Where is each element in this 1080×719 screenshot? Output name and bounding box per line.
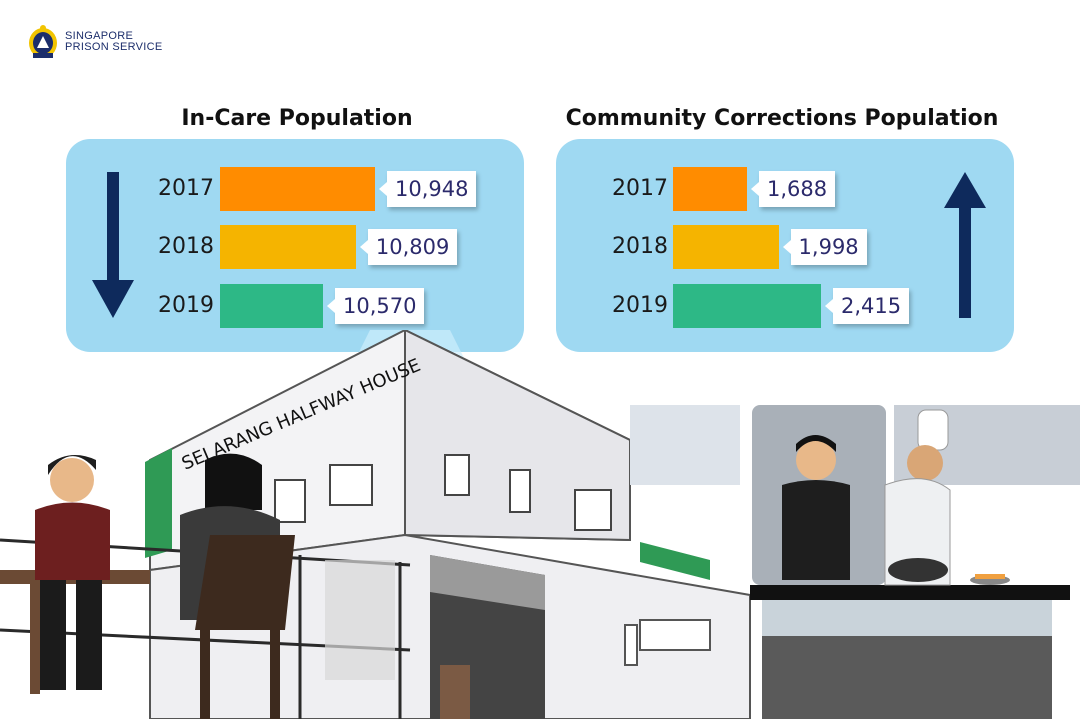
value-label-2017: 1,688 [750, 171, 836, 207]
halfway-house-illustration: SELARANG HALFWAY HOUSE [0, 330, 1080, 719]
year-label-2017: 2017 [158, 176, 214, 201]
bar-2019 [220, 284, 323, 328]
bar-2017 [673, 167, 747, 211]
year-label-2018: 2018 [612, 234, 668, 259]
value-label-2018: 1,998 [782, 229, 867, 265]
value-label-2019: 10,570 [326, 288, 425, 324]
community-title: Community Corrections Population [565, 106, 999, 131]
up-arrow-icon [944, 172, 986, 318]
in-care-title: In-Care Population [181, 106, 413, 131]
bar-2018 [673, 225, 779, 269]
crest-icon [29, 25, 57, 58]
year-label-2019: 2019 [158, 293, 214, 318]
value-label-2017: 10,948 [378, 171, 477, 207]
bar-2017 [220, 167, 375, 211]
year-label-2018: 2018 [158, 234, 214, 259]
brand-line-1: SINGAPORE [65, 30, 134, 42]
value-label-2018: 10,809 [359, 229, 458, 265]
bar-2018 [220, 225, 356, 269]
down-arrow-icon [92, 172, 134, 318]
brand-name: SINGAPORE PRISON SERVICE [65, 31, 163, 53]
bar-2019 [673, 284, 821, 328]
value-label-2019: 2,415 [824, 288, 910, 324]
year-label-2019: 2019 [612, 293, 668, 318]
brand-logo: SINGAPORE PRISON SERVICE [26, 24, 163, 60]
brand-line-2: PRISON SERVICE [65, 41, 163, 53]
year-label-2017: 2017 [612, 176, 668, 201]
